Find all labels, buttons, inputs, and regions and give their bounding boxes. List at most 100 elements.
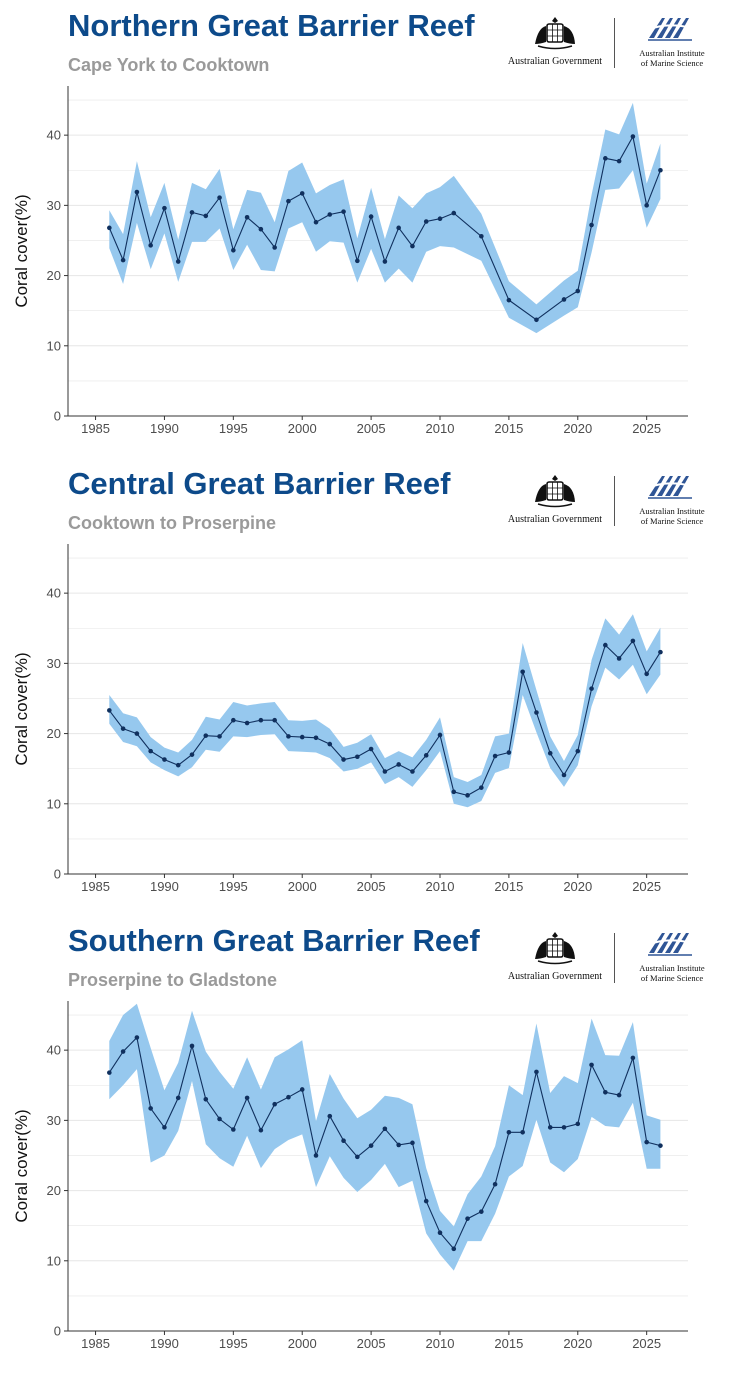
data-point [506, 1129, 512, 1135]
data-point [382, 769, 388, 774]
confidence-band [109, 614, 661, 808]
data-point [148, 748, 153, 754]
logo-divider [614, 933, 615, 983]
data-point [644, 1139, 649, 1145]
data-point [120, 1049, 126, 1054]
data-point [465, 793, 470, 798]
australian-government-crest-icon [535, 475, 575, 508]
data-point [313, 735, 319, 741]
data-point [658, 167, 663, 173]
chart-panel-northern: Northern Great Barrier Reef Cape York to… [0, 0, 754, 458]
aims-label-line1: Australian Institute [639, 48, 705, 58]
aims-label: Australian Institute of Marine Science [624, 963, 720, 983]
data-point [547, 1125, 553, 1130]
data-point [396, 225, 401, 231]
x-tick-label: 2000 [288, 879, 317, 894]
y-tick-label: 40 [47, 1043, 61, 1058]
data-point [341, 757, 346, 762]
data-point [107, 225, 112, 231]
data-point [520, 1129, 525, 1135]
data-point [534, 1069, 539, 1075]
data-point [217, 1116, 222, 1122]
y-tick-label: 30 [47, 1113, 61, 1128]
x-tick-label: 1995 [219, 1336, 248, 1351]
data-point [561, 297, 567, 302]
aims-logo-icon [647, 933, 693, 956]
data-point [231, 1127, 236, 1132]
data-point [603, 642, 608, 648]
data-point [616, 1092, 622, 1098]
data-point [644, 671, 649, 677]
data-point [272, 717, 277, 723]
data-point [451, 210, 457, 216]
x-tick-label: 2005 [357, 879, 386, 894]
data-point [272, 245, 277, 250]
y-tick-label: 30 [47, 656, 61, 671]
logo-block: Australian Government Australian Institu… [500, 929, 720, 987]
data-point [437, 1230, 443, 1236]
aims-label-line1: Australian Institute [639, 506, 705, 516]
x-tick-label: 1990 [150, 1336, 179, 1351]
chart-subtitle: Cape York to Cooktown [68, 55, 270, 75]
data-point [217, 195, 222, 200]
x-tick-label: 2020 [563, 879, 592, 894]
data-point [217, 734, 222, 739]
data-point [355, 754, 360, 760]
data-point [203, 733, 209, 738]
chart-plot: 0 10 20 30 40 1985 1990 1995 2000 2005 2010 2015 202… [12, 1001, 688, 1351]
x-tick-label: 2010 [426, 1336, 455, 1351]
data-point [561, 1125, 567, 1130]
data-point [313, 219, 319, 225]
data-point [630, 1055, 636, 1061]
x-tick-label: 2010 [426, 421, 455, 436]
data-point [410, 769, 415, 774]
data-point [479, 1209, 484, 1214]
aims-label-line2: of Marine Science [640, 973, 704, 983]
x-tick-label: 2015 [494, 879, 523, 894]
data-point [120, 257, 126, 263]
y-tick-label: 40 [47, 586, 61, 601]
logo-divider [614, 18, 615, 68]
chart-title: Southern Great Barrier Reef [68, 923, 480, 958]
data-point [575, 288, 581, 294]
data-point [148, 1106, 153, 1111]
x-tick-label: 1990 [150, 421, 179, 436]
x-tick-label: 1990 [150, 879, 179, 894]
x-tick-label: 2020 [563, 1336, 592, 1351]
x-tick-label: 1995 [219, 879, 248, 894]
data-point [561, 772, 567, 778]
data-point [616, 158, 622, 164]
data-point [410, 1140, 415, 1146]
y-tick-label: 20 [47, 268, 61, 283]
data-point [616, 656, 622, 661]
data-point [162, 205, 167, 211]
data-point [368, 746, 374, 752]
data-point [148, 243, 153, 248]
data-point [575, 1121, 581, 1127]
y-tick-label: 0 [54, 867, 61, 882]
data-point [355, 1154, 360, 1160]
data-point [382, 259, 388, 264]
data-point [506, 297, 512, 303]
data-point [520, 669, 525, 675]
data-point [423, 1198, 429, 1204]
data-point [644, 203, 649, 208]
aims-logo-icon [647, 18, 693, 41]
data-point [341, 1138, 346, 1144]
chart-subtitle: Cooktown to Proserpine [68, 513, 277, 533]
data-point [437, 216, 443, 222]
data-point [134, 1035, 140, 1040]
aims-label-line1: Australian Institute [639, 963, 705, 973]
x-tick-label: 1985 [81, 1336, 110, 1351]
data-point [244, 720, 250, 726]
confidence-band [109, 1003, 661, 1271]
australian-government-crest-icon [535, 17, 575, 50]
data-point [355, 258, 360, 264]
data-point [299, 1087, 305, 1092]
aims-label: Australian Institute of Marine Science [624, 506, 720, 526]
y-tick-label: 10 [47, 1253, 61, 1268]
x-tick-label: 2000 [288, 1336, 317, 1351]
data-point [368, 1143, 374, 1148]
data-point [492, 753, 498, 759]
data-point [203, 1096, 209, 1102]
